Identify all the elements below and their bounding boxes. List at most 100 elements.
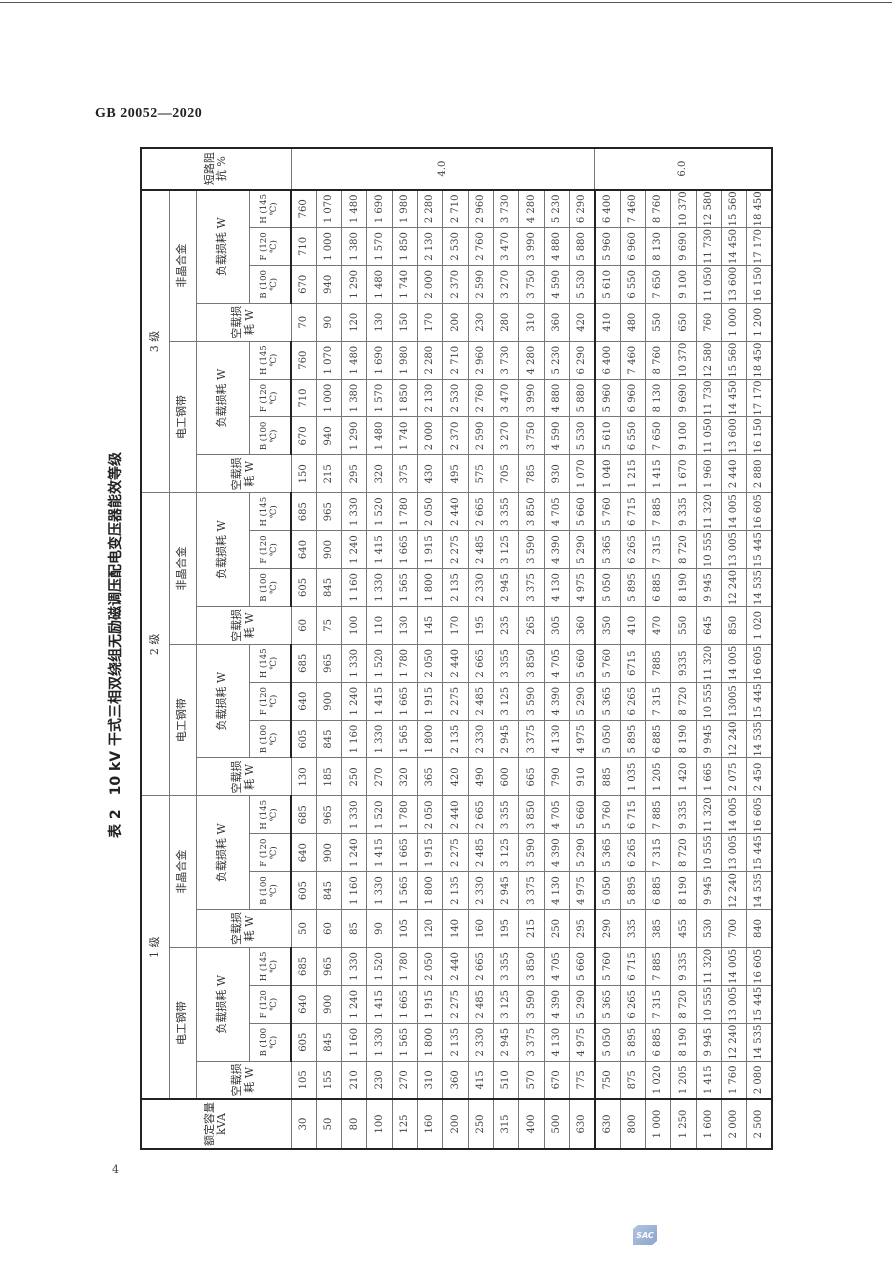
loss-value-cell: 760 — [291, 341, 317, 380]
header-no-load-loss: 空载损耗 W — [196, 606, 291, 645]
loss-value-cell: 3 750 — [518, 265, 545, 304]
loss-value-cell: 3 375 — [518, 1023, 545, 1062]
loss-value-cell: 160 — [468, 909, 494, 948]
table-row: 500 670 4 130 4 390 4 705 250 4 130 4 390 4 705 7… — [544, 148, 570, 1149]
loss-value-cell: 4 705 — [544, 644, 570, 683]
loss-value-cell: 2 665 — [468, 644, 494, 683]
loss-value-cell: 6 885 — [645, 1023, 671, 1062]
loss-value-cell: 9 100 — [670, 265, 696, 304]
loss-value-cell: 5 290 — [569, 682, 595, 721]
loss-value-cell: 6 265 — [620, 985, 646, 1024]
loss-value-cell: 910 — [569, 757, 595, 796]
loss-value-cell: 1 415 — [366, 682, 393, 721]
loss-value-cell: 10 555 — [696, 985, 722, 1024]
loss-value-cell: 215 — [316, 454, 342, 493]
loss-value-cell: 1 570 — [366, 379, 393, 417]
header-load-loss-sub: H (145 ℃) — [249, 492, 291, 531]
loss-value-cell: 8 760 — [645, 189, 671, 228]
table-row: 1 250 1 205 8 190 8 720 9 335 455 8 190 8 720 9 … — [670, 148, 696, 1149]
loss-value-cell: 3 125 — [493, 682, 519, 721]
loss-value-cell: 7 315 — [645, 985, 671, 1024]
loss-value-cell: 1 330 — [366, 1023, 393, 1062]
loss-value-cell: 900 — [316, 530, 342, 569]
loss-value-cell: 790 — [544, 757, 570, 796]
loss-value-cell: 14 535 — [746, 568, 772, 607]
loss-value-cell: 775 — [569, 1061, 595, 1099]
loss-value-cell: 940 — [316, 265, 342, 304]
header-row-loss-type: 空载损耗 W 负载损耗 W 空载损耗 W 负载损耗 W 空载损耗 W 负载损耗 W 空载损耗… — [196, 148, 291, 1149]
loss-value-cell: 15 560 — [721, 189, 747, 228]
loss-value-cell: 4 130 — [544, 720, 570, 758]
rated-capacity-cell: 125 — [392, 1099, 418, 1149]
header-load-loss-sub: B (100 ℃) — [249, 871, 291, 910]
header-load-loss-sub: B (100 ℃) — [249, 416, 291, 455]
loss-value-cell: 6 265 — [620, 530, 646, 569]
loss-value-cell: 1 415 — [645, 454, 671, 493]
table-row: 125 270 1 565 1 665 1 780 105 1 565 1 665 1 780 3… — [392, 148, 418, 1149]
loss-value-cell: 11 050 — [696, 416, 722, 455]
loss-value-cell: 3 375 — [518, 568, 545, 607]
header-row-material: 电工钢带 非晶合金 电工钢带 非晶合金 电工钢带 非晶合金 — [169, 148, 196, 1149]
header-level-2: 2 级 — [141, 492, 169, 796]
loss-value-cell: 4 705 — [544, 492, 570, 531]
loss-value-cell: 360 — [544, 303, 570, 342]
loss-value-cell: 1 915 — [417, 530, 443, 569]
header-load-loss: 负载损耗 W — [196, 341, 249, 455]
loss-value-cell: 11 730 — [696, 379, 722, 417]
loss-value-cell: 670 — [291, 265, 317, 304]
loss-value-cell: 5 050 — [594, 720, 621, 758]
loss-value-cell: 1 740 — [392, 265, 418, 304]
loss-value-cell: 430 — [417, 454, 443, 493]
loss-value-cell: 7 460 — [620, 341, 646, 380]
loss-value-cell: 140 — [442, 909, 469, 948]
loss-value-cell: 130 — [291, 757, 317, 796]
loss-value-cell: 6 400 — [594, 341, 621, 380]
loss-value-cell: 2 485 — [468, 530, 494, 569]
loss-value-cell: 11 320 — [696, 795, 722, 834]
loss-value-cell: 3 125 — [493, 530, 519, 569]
loss-value-cell: 120 — [417, 909, 443, 948]
loss-value-cell: 3 590 — [518, 985, 545, 1024]
loss-value-cell: 665 — [518, 757, 545, 796]
loss-value-cell: 605 — [291, 568, 317, 607]
loss-value-cell: 2 710 — [442, 341, 469, 380]
header-material: 电工钢带 — [169, 947, 196, 1099]
loss-value-cell: 4 705 — [544, 795, 570, 834]
loss-value-cell: 8 130 — [645, 379, 671, 417]
loss-value-cell: 1 520 — [366, 644, 393, 683]
loss-value-cell: 235 — [493, 606, 519, 645]
loss-value-cell: 11 320 — [696, 644, 722, 683]
loss-value-cell: 2 485 — [468, 682, 494, 721]
loss-value-cell: 2 280 — [417, 341, 443, 380]
loss-value-cell: 2 665 — [468, 795, 494, 834]
loss-value-cell: 1 330 — [366, 568, 393, 607]
loss-value-cell: 875 — [620, 1061, 646, 1099]
loss-value-cell: 7 315 — [645, 682, 671, 721]
loss-value-cell: 11 320 — [696, 947, 722, 986]
header-material: 非晶合金 — [169, 795, 196, 948]
table-row: 2 000 1 760 12 240 13 005 14 005 700 12 240 13 … — [721, 148, 747, 1149]
loss-value-cell: 2 485 — [468, 985, 494, 1024]
header-load-loss: 负载损耗 W — [196, 795, 249, 910]
loss-value-cell: 5 230 — [544, 341, 570, 380]
table-row: 1 600 1 415 9 945 10 555 11 320 530 9 945 10 55… — [696, 148, 722, 1149]
loss-value-cell: 1 850 — [392, 227, 418, 266]
loss-value-cell: 5 290 — [569, 833, 595, 872]
loss-value-cell: 295 — [341, 454, 367, 493]
header-material: 非晶合金 — [169, 189, 196, 342]
loss-value-cell: 685 — [291, 644, 317, 683]
loss-value-cell: 1 240 — [341, 833, 367, 872]
loss-value-cell: 3 850 — [518, 492, 545, 531]
loss-value-cell: 265 — [518, 606, 545, 645]
loss-value-cell: 2 000 — [417, 416, 443, 455]
loss-value-cell: 14 005 — [721, 947, 747, 986]
loss-value-cell: 1 415 — [696, 1061, 722, 1099]
loss-value-cell: 4 880 — [544, 227, 570, 266]
loss-value-cell: 1 780 — [392, 795, 418, 834]
loss-value-cell: 3 355 — [493, 644, 519, 683]
loss-value-cell: 1 330 — [366, 720, 393, 758]
loss-value-cell: 470 — [645, 606, 671, 645]
loss-value-cell: 750 — [594, 1061, 621, 1099]
loss-value-cell: 4 390 — [544, 833, 570, 872]
rated-capacity-cell: 160 — [417, 1099, 443, 1149]
